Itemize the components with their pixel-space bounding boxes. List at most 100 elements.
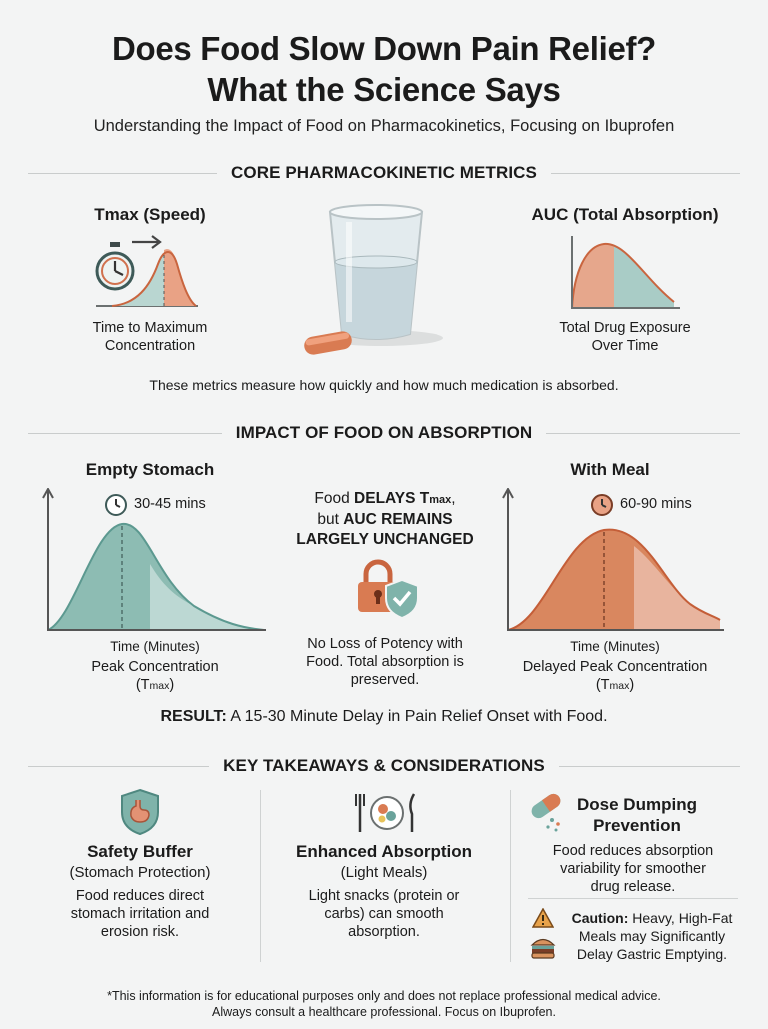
title-line: Prevention [593,816,681,835]
body-line: stomach irritation and [70,906,210,922]
auc-curve-icon [571,236,680,309]
caution-label: Caution: [571,910,629,926]
enhanced-card: Enhanced Absorption (Light Meals) Light … [270,842,498,941]
with-meal-curve [502,488,724,631]
stomach-shield-icon [121,788,159,836]
note-part: Food [314,490,355,507]
note-line: Food. Total absorption is [306,654,464,670]
pill-icon [304,331,352,355]
caption-part: ) [169,677,175,693]
column-divider [260,790,261,962]
body-line: Light snacks (protein or [308,888,460,904]
tmax-description: Time to Maximum Concentration [60,319,240,355]
result-label: RESULT: [160,708,227,725]
divider-line [28,172,218,174]
meal-plate-icon [355,793,416,832]
note-subscript: max [429,494,452,506]
divider-line [558,765,740,767]
warning-icon [532,908,554,928]
no-loss-note: No Loss of Potency with Food. Total abso… [274,635,496,689]
tmax-desc-line: Concentration [104,338,196,354]
caption-subscript: max [609,680,630,692]
safety-card: Safety Buffer (Stomach Protection) Food … [30,842,250,941]
divider-line [28,765,210,767]
result-line: RESULT: A 15-30 Minute Delay in Pain Rel… [0,708,768,726]
title-line-1: Does Food Slow Down Pain Relief? [111,30,657,67]
food-delays-note: Food DELAYS Tmax, but AUC REMAINS LARGEL… [280,489,490,550]
body-line: drug release. [590,879,676,895]
section-heading: KEY TAKEAWAYS & CONSIDERATIONS [223,756,545,775]
section-heading: CORE PHARMACOKINETIC METRICS [231,163,537,182]
note-bold: DELAYS T [354,490,430,507]
safety-body: Food reduces direct stomach irritation a… [30,887,250,941]
disclaimer-line: *This information is for educational pur… [107,989,661,1003]
divider-line [551,172,741,174]
caption-line: (Tmax) [50,676,260,695]
body-line: absorption. [348,924,420,940]
dose-body: Food reduces absorption variability for … [520,842,746,896]
caption-part: (T [595,677,610,693]
body-line: variability for smoother [560,861,706,877]
lock-shield-icon [358,559,419,620]
meal-time: 60-90 mins [620,496,692,512]
capsule-icon [531,793,561,832]
caution-line: Caution: Heavy, High-Fat [560,909,744,927]
caption-part: ) [629,677,635,693]
burger-icon [530,938,556,959]
caption-part: (T [135,677,150,693]
caution-note: Caution: Heavy, High-Fat Meals may Signi… [560,909,744,963]
caution-line: Delay Gastric Emptying. [576,946,728,962]
title-line-2: What the Science Says [207,71,561,108]
body-line: Food reduces absorption [552,843,714,859]
empty-time: 30-45 mins [134,496,206,512]
auc-desc-line: Over Time [591,338,659,354]
metrics-note: These metrics measure how quickly and ho… [149,377,619,393]
caution-part: Heavy, High-Fat [628,910,733,926]
section-core-metrics: CORE PHARMACOKINETIC METRICS [28,160,741,186]
enhanced-subtitle: (Light Meals) [340,864,428,881]
section-impact: IMPACT OF FOOD ON ABSORPTION [28,420,741,446]
auc-title: AUC (Total Absorption) [531,205,719,224]
body-line: carbs) can smooth [324,906,444,922]
section-heading: IMPACT OF FOOD ON ABSORPTION [235,423,533,442]
tmax-curve-icon [95,235,198,307]
dose-title: Dose Dumping Prevention [562,794,712,836]
caption-subscript: max [149,680,170,692]
result-text: A 15-30 Minute Delay in Pain Relief Onse… [226,708,608,725]
auc-desc-line: Total Drug Exposure [559,320,691,336]
section-takeaways: KEY TAKEAWAYS & CONSIDERATIONS [28,753,740,779]
note-part: but [317,511,344,528]
page-subtitle: Understanding the Impact of Food on Phar… [93,117,675,135]
clock-icon [105,494,127,516]
auc-description: Total Drug Exposure Over Time [520,319,730,355]
note-part: , [451,490,456,507]
divider-line [28,432,222,434]
note-bold: LARGELY UNCHANGED [296,531,474,548]
empty-axis-label: Time (Minutes) [110,639,200,654]
title-line: Dose Dumping [577,795,697,814]
meal-caption: Delayed Peak Concentration (Tmax) [500,658,730,695]
note-line: but AUC REMAINS [280,510,490,530]
safety-title: Safety Buffer [87,842,193,861]
disclaimer: *This information is for educational pur… [0,988,768,1020]
divider-line [546,432,741,434]
empty-caption: Peak Concentration (Tmax) [50,658,260,695]
note-line: No Loss of Potency with [307,636,463,652]
column-divider [510,790,511,962]
empty-stomach-title: Empty Stomach [85,460,215,479]
note-bold: AUC REMAINS [343,511,453,528]
body-line: erosion risk. [100,924,180,940]
caption-line: Peak Concentration [91,659,219,675]
caption-line: Delayed Peak Concentration [522,659,708,675]
note-line: Food DELAYS Tmax, [280,489,490,510]
safety-subtitle: (Stomach Protection) [69,864,211,881]
enhanced-body: Light snacks (protein or carbs) can smoo… [270,887,498,941]
note-line: LARGELY UNCHANGED [280,530,490,550]
tmax-title: Tmax (Speed) [94,205,206,224]
caption-line: (Tmax) [500,676,730,695]
tmax-desc-line: Time to Maximum [92,320,208,336]
caution-divider [528,898,738,899]
note-line: preserved. [350,672,420,688]
page-title: Does Food Slow Down Pain Relief? What th… [0,28,768,110]
empty-stomach-curve [42,488,266,631]
